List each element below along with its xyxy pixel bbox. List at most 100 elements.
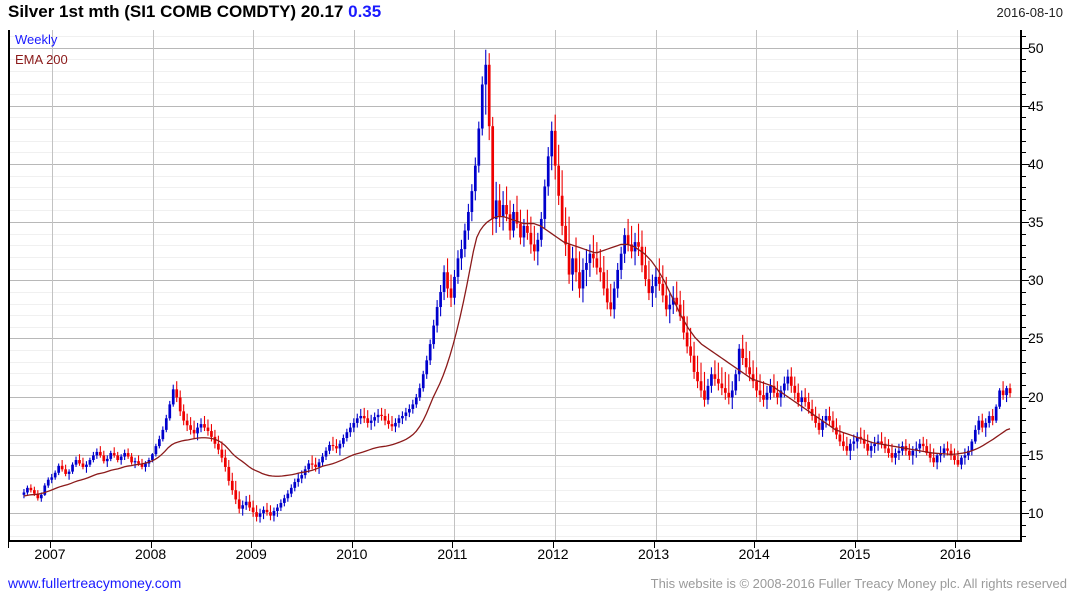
candle-body-up [911,450,915,456]
candle-body-down [592,253,595,259]
candle-body-up [151,454,154,461]
gridline-v-2008 [152,30,154,540]
y-axis-tick-mark [1022,198,1026,200]
candle-body-down [248,501,251,508]
candle-body-down [644,265,647,280]
candle-body-up [26,487,29,493]
candle-body-down [446,272,449,289]
candle-body-down [380,414,383,416]
candle-body-down [210,431,213,437]
gridline-major-h [10,47,1020,49]
candle-body-down [1001,390,1005,396]
candle-body-down [331,444,335,447]
gridline-v-2009 [253,30,255,540]
title-text: Silver 1st mth (SI1 COMB COMDTY) 20.17 [8,2,344,21]
y-axis-tick-mark [1022,128,1026,130]
y-axis-tick-mark [1022,47,1029,49]
candle-body-down [192,429,196,434]
page-title: Silver 1st mth (SI1 COMB COMDTY) 20.17 0… [8,2,381,22]
y-axis-tick-mark [1022,94,1026,95]
candle-body-down [81,463,85,467]
grid-layer [10,30,1020,540]
site-url-link[interactable]: www.fullertreacymoney.com [8,575,182,591]
candle-body-up [39,494,43,499]
candle-body-down [578,272,581,289]
candle-body-up [342,438,345,444]
x-axis-tick-label: 2016 [939,546,971,562]
candle-body-up [404,412,408,416]
candle-body-down [140,463,144,467]
gridline-minor-h [10,245,1020,247]
candle-body-up [397,418,401,423]
candle-body-up [321,456,324,463]
candle-body-up [428,344,432,361]
candle-body-up [123,453,126,457]
y-axis-tick-mark [1022,361,1026,363]
candle-body-up [546,156,550,187]
candle-body-down [178,397,182,412]
chart-header: Silver 1st mth (SI1 COMB COMDTY) 20.17 0… [0,0,1075,26]
candle-body-up [276,507,279,512]
candle-body-up [897,450,901,454]
gridline-minor-h [10,59,1020,61]
candle-body-down [887,448,890,454]
candle-body-up [394,422,397,427]
y-axis-tick-mark [1022,373,1026,375]
candle-body-up [46,479,50,486]
candle-body-down [880,441,883,444]
gridline-major-h [10,338,1020,340]
gridline-minor-h [10,256,1020,258]
candle-body-down [817,422,821,430]
gridline-minor-h [10,501,1020,503]
candle-body-down [237,499,241,509]
candle-body-up [869,446,873,451]
candle-body-up [43,485,47,495]
candle-body-up [338,443,342,449]
y-axis-tick-mark [1022,454,1029,456]
x-axis-tick-label: 2009 [235,546,267,562]
candle-body-down [814,415,817,423]
y-axis-tick-mark [1022,82,1026,84]
candle-body-up [307,463,311,470]
candle-body-down [487,64,491,127]
candle-body-down [664,295,668,310]
candle-body-down [793,385,797,393]
candle-body-down [640,246,644,266]
candle-body-up [279,502,283,508]
candle-body-down [175,389,179,398]
candle-body-down [744,358,748,368]
candle-body-up [369,420,373,423]
candle-body-up [411,404,415,410]
candle-body-up [588,253,592,263]
candle-body-down [595,258,599,268]
candle-body-up [942,448,946,454]
candle-body-down [449,288,453,298]
gridline-minor-h [10,35,1020,37]
candle-body-up [581,269,585,289]
gridline-minor-h [10,419,1020,421]
candle-body-down [831,420,835,428]
candle-body-down [213,436,217,444]
y-axis-tick-mark [1022,291,1026,293]
candle-body-up [463,230,467,250]
candle-body-down [755,381,758,391]
y-axis-tick-label: 50 [1028,39,1044,56]
candle-body-up [550,130,554,157]
candle-body-up [852,441,856,444]
gridline-major-h [10,163,1020,165]
candle-body-up [435,307,439,326]
candle-body-up [85,464,88,467]
candle-body-down [692,355,696,372]
candle-body-down [206,427,210,432]
gridline-minor-h [10,431,1020,433]
candle-body-up [88,460,92,465]
gridline-minor-h [10,466,1020,468]
candle-body-down [862,439,866,444]
y-axis-tick-mark [1022,478,1026,479]
candle-body-down [310,463,314,465]
chart-plot-area[interactable]: Weekly EMA 200 [8,30,1022,542]
x-axis-tick-label: 2011 [437,546,468,562]
candle-body-down [949,450,953,456]
candle-body-down [223,457,227,467]
candle-body-up [706,385,710,400]
